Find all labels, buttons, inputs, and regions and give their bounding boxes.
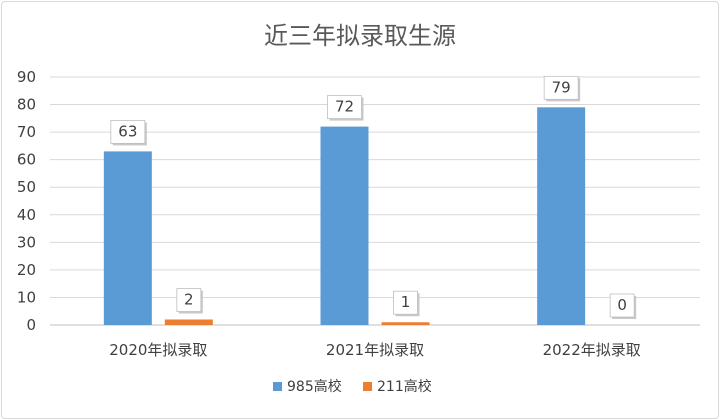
legend: 985高校 211高校 bbox=[273, 378, 432, 395]
y-tick-label: 0 bbox=[26, 316, 36, 334]
chart-title: 近三年拟录取生源 bbox=[264, 22, 456, 50]
x-category-label: 2022年拟录取 bbox=[543, 341, 641, 359]
data-labels: 63 2 72 1 79 0 bbox=[110, 75, 637, 319]
data-label-box bbox=[110, 120, 146, 144]
y-axis-ticks: 0 10 20 30 40 50 60 70 80 90 bbox=[17, 68, 36, 334]
y-tick-label: 50 bbox=[17, 178, 36, 196]
y-tick-label: 10 bbox=[17, 288, 36, 306]
bar bbox=[537, 107, 586, 325]
gridlines bbox=[50, 76, 700, 326]
data-label-box bbox=[393, 290, 418, 315]
bar bbox=[103, 151, 152, 325]
data-label: 2 bbox=[184, 290, 194, 308]
legend-label: 985高校 bbox=[287, 378, 342, 395]
x-category-label: 2021年拟录取 bbox=[326, 341, 424, 359]
x-category-label: 2020年拟录取 bbox=[109, 341, 207, 359]
data-label: 79 bbox=[552, 78, 571, 96]
y-tick-label: 60 bbox=[17, 151, 36, 169]
data-label: 72 bbox=[335, 98, 354, 116]
y-tick-label: 90 bbox=[17, 68, 36, 86]
y-tick-label: 30 bbox=[17, 233, 36, 251]
x-axis-categories: 2020年拟录取 2021年拟录取 2022年拟录取 bbox=[109, 341, 641, 359]
bars bbox=[103, 107, 586, 325]
bar bbox=[164, 319, 213, 325]
data-label: 63 bbox=[118, 122, 137, 140]
data-label-box bbox=[543, 75, 579, 100]
bar bbox=[320, 126, 369, 325]
legend-swatch bbox=[363, 382, 372, 391]
data-label: 0 bbox=[617, 296, 627, 314]
y-tick-label: 40 bbox=[17, 206, 36, 224]
legend-swatch bbox=[273, 382, 282, 391]
legend-label: 211高校 bbox=[377, 378, 432, 395]
data-label: 1 bbox=[401, 293, 411, 311]
bar bbox=[381, 322, 430, 325]
y-tick-label: 70 bbox=[17, 123, 36, 141]
y-tick-label: 80 bbox=[17, 96, 36, 114]
y-tick-label: 20 bbox=[17, 261, 36, 279]
data-label-box bbox=[327, 95, 362, 119]
data-label-box bbox=[176, 288, 202, 312]
data-label-box bbox=[609, 293, 635, 318]
